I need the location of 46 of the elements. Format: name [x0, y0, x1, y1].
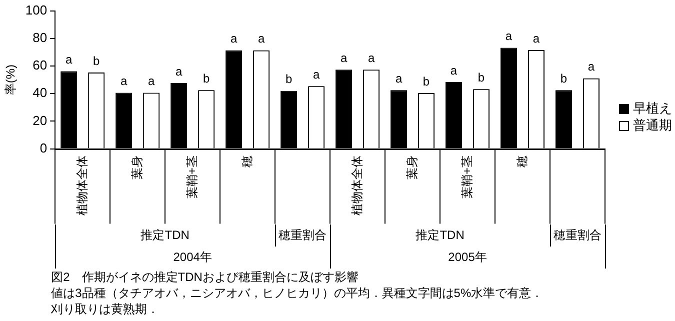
data-label: a	[120, 74, 128, 88]
x-tick-label: 植物体全体	[350, 156, 364, 216]
y-tick-label: 80	[32, 30, 48, 45]
data-label: a	[230, 32, 238, 46]
y-axis-title: 率(%)	[4, 64, 18, 96]
data-label: a	[148, 74, 155, 88]
x-tick-label: 葉身	[404, 156, 419, 180]
data-label: a	[505, 29, 512, 44]
data-label: a	[340, 50, 348, 65]
x-tick-label: 植物体全体	[74, 156, 89, 216]
data-label: a	[368, 50, 375, 65]
legend-label: 早植え	[633, 100, 672, 116]
text: 刈り取りは黄熟期．	[50, 302, 160, 316]
text: 推定TDN	[140, 228, 190, 242]
data-label: a	[532, 31, 540, 46]
text: 2004年	[173, 250, 212, 264]
data-label: b	[560, 71, 568, 86]
x-tick-label: 穂	[514, 156, 529, 168]
data-label: b	[478, 70, 485, 84]
text: 穂重割合	[554, 228, 602, 242]
text: 2005年	[448, 250, 487, 264]
data-label: a	[65, 52, 72, 67]
y-tick-label: 60	[32, 58, 48, 73]
y-tick-label: 20	[32, 112, 48, 128]
data-label: a	[588, 60, 595, 74]
legend-label: 普通期	[633, 118, 672, 133]
data-label: b	[202, 71, 210, 86]
y-tick-label: 40	[32, 85, 48, 100]
text: 穂重割合	[278, 228, 327, 242]
data-label: b	[285, 72, 292, 86]
data-label: a	[395, 71, 402, 86]
data-label: a	[312, 67, 320, 82]
text: 推定TDN	[416, 228, 464, 242]
x-tick-label: 葉身	[130, 156, 144, 180]
data-label: b	[92, 54, 100, 68]
y-tick-label: 100	[25, 2, 48, 18]
caption: 図2 作期がイネの推定TDNおよび穂重割合に及ぼす影響	[51, 270, 358, 284]
text: 値は3品種（タチアオバ，ニシアオバ，ヒノヒカリ）の平均．異種文字間は5%水準で有意．	[51, 286, 544, 300]
x-tick-label: 葉鞘+茎	[184, 156, 199, 199]
x-tick-label: 葉鞘+茎	[460, 156, 474, 199]
data-label: a	[450, 63, 458, 78]
data-label: a	[175, 64, 182, 78]
x-tick-label: 穂	[240, 156, 254, 168]
y-tick-label: 0	[40, 140, 48, 156]
data-label: a	[258, 32, 265, 46]
data-label: b	[422, 74, 430, 88]
